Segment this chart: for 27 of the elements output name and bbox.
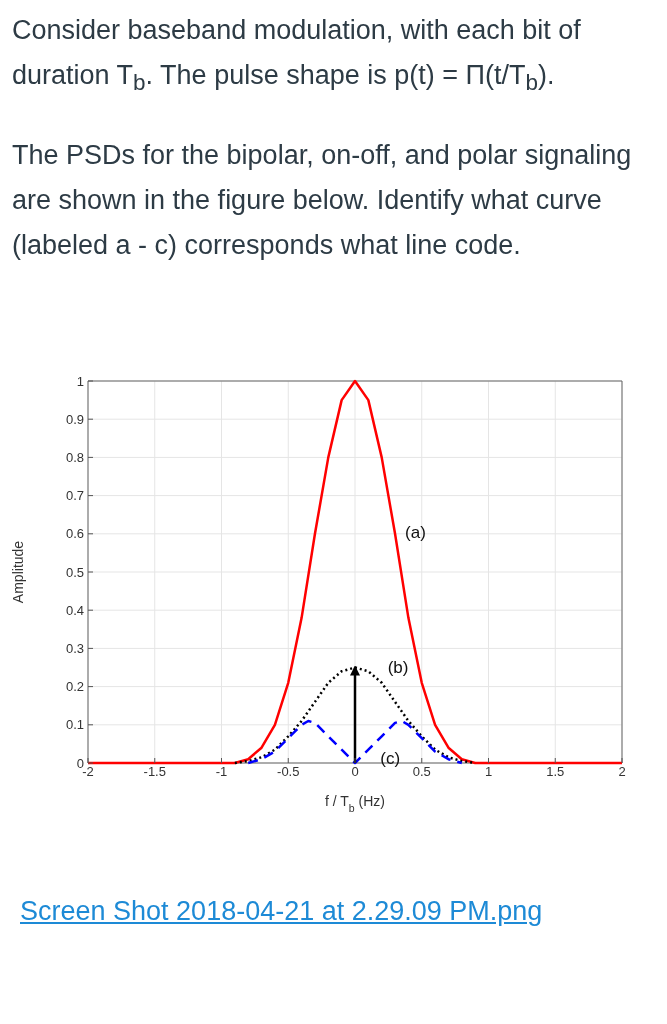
y-tick-label: 0.4	[65, 603, 84, 619]
y-tick-label: 0.8	[65, 450, 84, 466]
y-tick-label: 0.5	[65, 565, 84, 581]
x-tick-label: -1	[215, 764, 228, 780]
x-tick-label: 0	[351, 764, 359, 780]
y-tick-label: 0.7	[65, 488, 84, 504]
x-tick-label: -0.5	[277, 764, 300, 780]
x-tick-label: 0.5	[412, 764, 431, 780]
x-axis-title: f / T$_{b}$ (Hz)	[324, 793, 386, 815]
series-label: (c)	[380, 749, 401, 769]
y-tick-label: 0.2	[65, 679, 84, 695]
chart-subtitle: The PSDs for the bipolar, on-off, and polar signaling are shown in the figure below. Identify what curve (labeled a - c) corresponds what line code.	[12, 139, 633, 263]
text: Screen Shot 2018-04-21 at 2.29.09 PM.png	[20, 896, 544, 928]
y-tick-label: 0.6	[65, 526, 84, 542]
y-tick-label: 0.1	[65, 717, 84, 733]
y-axis-title: Amplitude	[9, 541, 26, 604]
y-tick-label: 0.3	[65, 641, 84, 657]
x-tick-label: -1.5	[143, 764, 166, 780]
line-series	[246, 720, 464, 765]
x-tick-label: 1	[484, 764, 493, 780]
series-label: (b)	[387, 658, 409, 678]
chart-title: Consider baseband modulation, with each bit of duration T$_{b}$. The pulse shape is p(t) = Π(t/T$_{b}$).	[12, 14, 582, 98]
y-tick-label: 1	[76, 374, 84, 390]
series-label: (a)	[405, 523, 426, 543]
y-tick-label: 0.9	[65, 412, 84, 428]
x-tick-label: 2	[618, 764, 626, 780]
x-tick-label: 1.5	[546, 764, 565, 780]
